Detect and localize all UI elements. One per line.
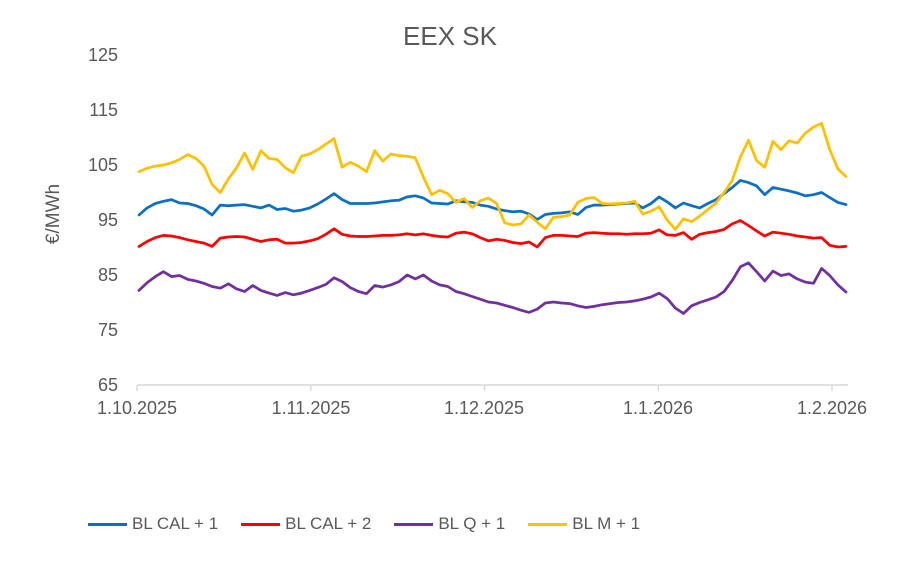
y-axis-tick-label: 75 [97, 320, 118, 340]
legend-line-swatch-icon [88, 522, 127, 526]
legend-item-bl-m-1: BL M + 1 [528, 514, 640, 534]
y-axis-tick-label: 65 [97, 375, 118, 395]
x-axis-tick-label: 1.12.2025 [443, 398, 525, 418]
legend-item-bl-cal-2: BL CAL + 2 [241, 514, 371, 534]
series-lines [137, 121, 848, 315]
x-axis-tick-label: 1.2.2026 [796, 398, 868, 418]
series-line-bl-q-1 [137, 261, 848, 315]
y-axis-tick-label: 115 [89, 100, 118, 120]
legend-line-swatch-icon [394, 522, 434, 526]
legend-label: BL CAL + 1 [132, 514, 219, 533]
legend-label: BL M + 1 [572, 514, 641, 533]
legend-label: BL Q + 1 [438, 514, 506, 533]
legend-line-swatch-icon [241, 522, 281, 526]
series-line-bl-cal-2 [137, 219, 848, 249]
y-axis-tick-label: 85 [97, 265, 118, 285]
legend-item-bl-cal-1: BL CAL + 1 [88, 514, 218, 534]
x-axis-tick-label: 1.10.2025 [96, 398, 178, 418]
y-axis-tick-label: 95 [97, 210, 118, 230]
x-axis-tick-marks [136, 385, 833, 391]
chart-title: EEX SK [403, 21, 497, 51]
legend-item-bl-q-1: BL Q + 1 [394, 514, 505, 534]
series-line-bl-m-1 [137, 121, 848, 231]
x-axis-tick-label: 1.1.2026 [622, 398, 694, 418]
y-axis-tick-label: 105 [87, 155, 118, 175]
x-axis-tick-label: 1.11.2025 [271, 398, 351, 418]
legend-label: BL CAL + 2 [285, 514, 372, 533]
legend-line-swatch-icon [528, 522, 568, 526]
y-axis-tick-label: 125 [87, 45, 118, 65]
series-line-bl-cal-1 [137, 179, 848, 221]
legend: BL CAL + 1 BL CAL + 2 BL Q + 1 BL M + 1 [88, 511, 640, 537]
